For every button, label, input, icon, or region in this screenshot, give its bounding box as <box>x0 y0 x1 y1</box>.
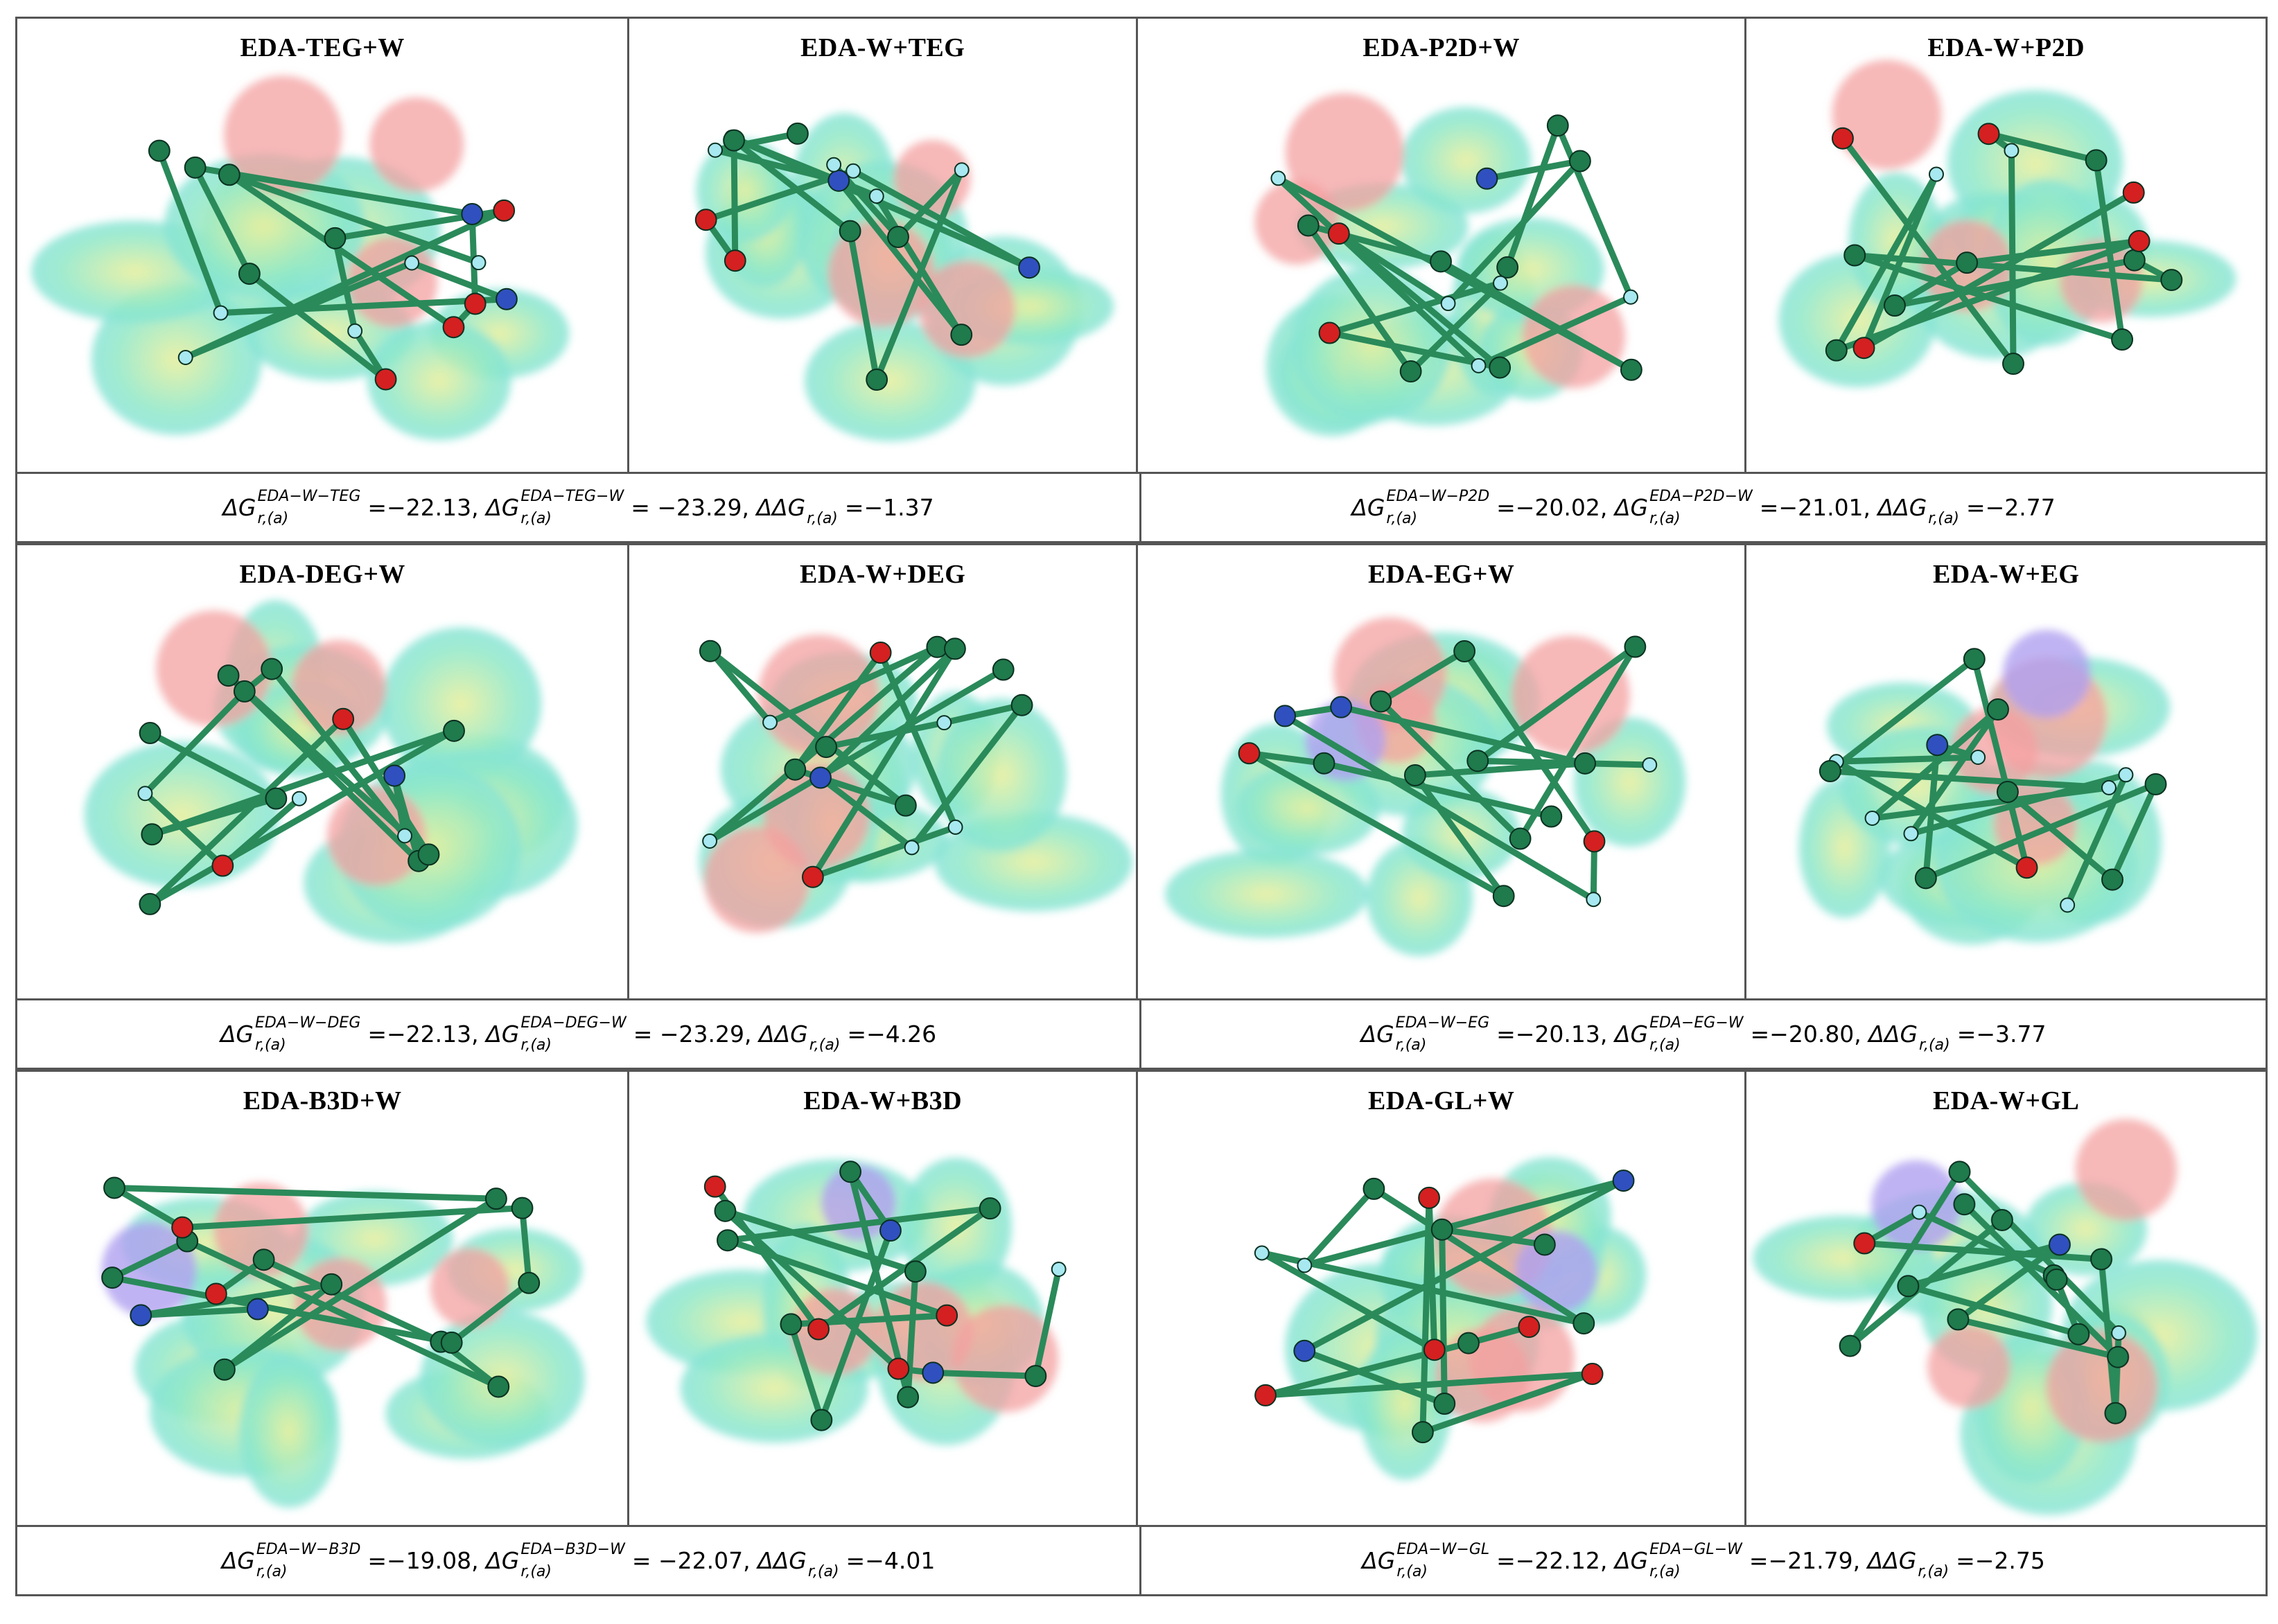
molecule-structure-image <box>1799 630 2171 945</box>
molecule-panel: EDA-B3D+W <box>17 1072 630 1525</box>
panel-title: EDA-EG+W <box>1367 560 1515 589</box>
molecule-panel: EDA-W+TEG <box>629 19 1138 472</box>
panel-title: EDA-W+P2D <box>1927 33 2085 62</box>
figure-row-1: EDA-TEG+W EDA-W+TEG EDA-P2D+W EDA-W+P2D ΔG ED… <box>15 17 2268 543</box>
molecule-panel: EDA-W+P2D <box>1746 19 2266 472</box>
molecule-structure-image <box>1778 60 2236 387</box>
energy-equation-row: ΔG EDA−W−B3D r,(a) =−19.08, ΔG EDA−B3D−W r,(a… <box>15 1527 2268 1596</box>
panel-title: EDA-W+TEG <box>800 33 965 62</box>
molecule-panel: EDA-W+GL <box>1746 1072 2266 1525</box>
molecule-structure-image <box>1165 617 1686 957</box>
molecule-panel: EDA-DEG+W <box>17 545 630 998</box>
molecule-panels-row: EDA-DEG+W EDA-W+DEG EDA-EG+W EDA-W+EG <box>15 543 2268 1000</box>
molecule-structure-image <box>1753 1119 2258 1515</box>
molecule-structure-image <box>31 76 570 441</box>
molecule-structure-image <box>699 635 1133 933</box>
panel-title: EDA-W+B3D <box>803 1086 963 1115</box>
energy-equation: ΔG EDA−W−GL r,(a) =−22.12, ΔG EDA−GL−W r,(a) =… <box>1362 1540 2045 1580</box>
molecule-structure-image <box>1254 93 1642 436</box>
energy-equation: ΔG EDA−W−B3D r,(a) =−19.08, ΔG EDA−B3D−W r,(a… <box>17 1527 1141 1594</box>
panel-title: EDA-W+DEG <box>799 560 966 589</box>
energy-equation-row: ΔG EDA−W−DEG r,(a) =−22.13, ΔG EDA−DEG−W r,(a… <box>15 1000 2268 1070</box>
molecule-panel: EDA-GL+W <box>1138 1072 1747 1525</box>
molecule-panel: EDA-EG+W <box>1138 545 1747 998</box>
panel-title: EDA-P2D+W <box>1363 33 1521 62</box>
panel-title: EDA-GL+W <box>1367 1086 1515 1115</box>
panel-title: EDA-B3D+W <box>243 1086 402 1115</box>
molecule-panel: EDA-P2D+W <box>1138 19 1747 472</box>
molecule-panel: EDA-W+EG <box>1746 545 2266 998</box>
figure-row-3: EDA-B3D+W EDA-W+B3D EDA-GL+W EDA-W+GL ΔG EDA−… <box>15 1070 2268 1596</box>
molecule-panel: EDA-W+B3D <box>629 1072 1138 1525</box>
molecule-panel: EDA-W+DEG <box>629 545 1138 998</box>
panel-title: EDA-W+GL <box>1932 1086 2080 1115</box>
figure-row-2: EDA-DEG+W EDA-W+DEG EDA-EG+W EDA-W+EG ΔG EDA−… <box>15 543 2268 1070</box>
energy-equation-row: ΔG EDA−W−TEG r,(a) =−22.13, ΔG EDA−TEG−W r,(a… <box>15 474 2268 543</box>
molecule-structure-image <box>695 113 1114 441</box>
molecule-structure-image <box>646 1158 1067 1445</box>
panel-title: EDA-TEG+W <box>240 33 405 62</box>
energy-equation: ΔG EDA−W−TEG r,(a) =−22.13, ΔG EDA−TEG−W r,(a… <box>17 474 1141 541</box>
energy-equation: ΔG EDA−W−P2D r,(a) =−20.02, ΔG EDA−P2D−W r,(a… <box>1351 487 2056 527</box>
molecule-structure-image <box>84 600 578 944</box>
molecule-structure-image <box>1254 1157 1647 1481</box>
energy-equation: ΔG EDA−W−EG r,(a) =−20.13, ΔG EDA−EG−W r,(a) =… <box>1360 1014 2047 1054</box>
molecule-panels-row: EDA-TEG+W EDA-W+TEG EDA-P2D+W EDA-W+P2D <box>15 17 2268 474</box>
panel-title: EDA-W+EG <box>1932 560 2080 589</box>
molecule-structure-image <box>101 1176 585 1508</box>
panel-title: EDA-DEG+W <box>239 560 405 589</box>
molecule-panel: EDA-TEG+W <box>17 19 630 472</box>
energy-equation: ΔG EDA−W−DEG r,(a) =−22.13, ΔG EDA−DEG−W r,(a… <box>17 1000 1141 1068</box>
molecule-panels-row: EDA-B3D+W EDA-W+B3D EDA-GL+W EDA-W+GL <box>15 1070 2268 1527</box>
